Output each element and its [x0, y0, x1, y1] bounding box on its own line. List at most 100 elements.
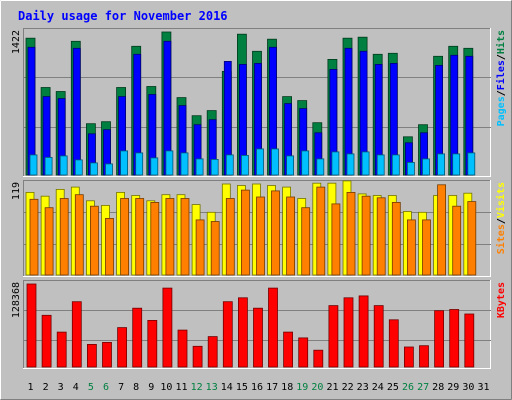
- x-tick-day-29: 29: [447, 382, 459, 393]
- bar-pages-day-14: [225, 154, 234, 176]
- bar-kbytes-day-18: [283, 331, 294, 368]
- bar-pages-day-2: [44, 156, 53, 176]
- x-tick-day-3: 3: [58, 382, 64, 393]
- bar-kbytes-day-17: [268, 287, 278, 368]
- legend-hits: Hits: [495, 30, 507, 54]
- panel-visits-sites: 119 Sites/Visits: [11, 180, 507, 277]
- bar-pages-day-15: [240, 154, 249, 176]
- bar-pages-day-12: [195, 158, 204, 176]
- bar-sites-day-2: [44, 207, 54, 276]
- x-tick-day-7: 7: [118, 382, 124, 393]
- bar-pages-day-11: [180, 152, 189, 176]
- x-tick-day-20: 20: [311, 382, 323, 393]
- bar-pages-day-20: [316, 158, 325, 176]
- bar-pages-day-18: [286, 155, 295, 176]
- bar-sites-day-16: [256, 196, 265, 276]
- bar-pages-day-30: [467, 152, 476, 176]
- bar-sites-day-25: [391, 201, 401, 276]
- bar-pages-day-26: [406, 161, 415, 176]
- panel-max-label: 128368: [11, 282, 22, 318]
- x-tick-day-22: 22: [342, 382, 354, 393]
- bar-kbytes-day-6: [102, 341, 112, 368]
- bar-sites-day-11: [180, 198, 190, 276]
- bar-sites-day-27: [422, 219, 431, 276]
- panel-legend: KBytes: [496, 282, 507, 318]
- bar-pages-day-25: [391, 154, 400, 176]
- bar-pages-day-19: [301, 150, 310, 176]
- bar-kbytes-day-9: [147, 319, 158, 368]
- bar-pages-day-28: [437, 153, 446, 176]
- panel-kbytes: 128368 KBytes: [11, 280, 507, 369]
- bar-files-day-4: [72, 47, 81, 176]
- bar-kbytes-day-19: [298, 337, 309, 368]
- legend-pages: Pages: [496, 96, 507, 126]
- bar-sites-day-6: [105, 217, 114, 276]
- bar-sites-day-21: [331, 203, 341, 276]
- bar-kbytes-day-11: [177, 329, 188, 368]
- legend-separator: /: [496, 218, 507, 224]
- bar-sites-day-28: [437, 184, 447, 276]
- legend-files: Files: [495, 60, 507, 90]
- x-tick-day-19: 19: [296, 382, 308, 393]
- bar-sites-day-24: [376, 197, 386, 276]
- bar-kbytes-day-29: [449, 309, 460, 368]
- bar-kbytes-day-24: [373, 305, 384, 368]
- bar-sites-day-20: [316, 186, 326, 276]
- x-tick-day-16: 16: [251, 382, 263, 393]
- x-tick-day-8: 8: [133, 382, 139, 393]
- x-tick-day-4: 4: [73, 382, 79, 393]
- chart-title: Daily usage for November 2016: [18, 9, 228, 23]
- bar-kbytes-day-22: [343, 297, 354, 368]
- bar-kbytes-day-23: [358, 295, 369, 368]
- bar-pages-day-27: [422, 158, 430, 176]
- bar-sites-day-14: [225, 198, 235, 276]
- bar-kbytes-day-8: [132, 307, 143, 368]
- x-tick-day-17: 17: [266, 382, 278, 393]
- panel-legend: Pages/Files/Hits: [495, 30, 507, 126]
- bar-pages-day-7: [120, 150, 128, 176]
- panel-legend: Sites/Visits: [495, 182, 507, 254]
- bar-kbytes-day-30: [464, 313, 475, 368]
- bar-kbytes-day-14: [222, 301, 233, 368]
- legend-separator: /: [496, 90, 507, 96]
- bar-kbytes-day-7: [117, 327, 127, 368]
- x-tick-day-15: 15: [236, 382, 248, 393]
- bar-pages-day-4: [74, 159, 83, 176]
- x-tick-day-28: 28: [432, 382, 444, 393]
- x-tick-day-5: 5: [88, 382, 94, 393]
- panel-max-label: 1422: [11, 30, 22, 54]
- bar-pages-day-23: [361, 151, 370, 176]
- bar-sites-day-7: [120, 198, 129, 276]
- bar-sites-day-5: [90, 205, 99, 276]
- bar-sites-day-1: [29, 198, 39, 276]
- bar-kbytes-day-10: [162, 287, 173, 368]
- x-tick-day-10: 10: [160, 382, 172, 393]
- bar-kbytes-day-16: [253, 307, 263, 368]
- x-tick-day-18: 18: [281, 382, 293, 393]
- bar-sites-day-12: [195, 219, 205, 276]
- bar-kbytes-day-20: [313, 349, 324, 368]
- bar-sites-day-17: [271, 190, 280, 276]
- bar-sites-day-13: [210, 221, 220, 276]
- bar-sites-day-15: [240, 189, 250, 276]
- bar-sites-day-8: [135, 198, 145, 276]
- bar-pages-day-21: [331, 151, 340, 176]
- bar-kbytes-day-13: [207, 336, 218, 368]
- x-tick-day-23: 23: [357, 382, 369, 393]
- bar-kbytes-day-26: [403, 346, 414, 368]
- bar-kbytes-day-4: [71, 301, 82, 368]
- bar-kbytes-day-12: [192, 345, 203, 368]
- bar-kbytes-day-25: [388, 319, 399, 368]
- bar-kbytes-day-27: [419, 345, 429, 368]
- bar-kbytes-day-15: [237, 297, 248, 368]
- bar-pages-day-29: [452, 153, 461, 176]
- x-tick-day-9: 9: [148, 382, 154, 393]
- x-tick-day-6: 6: [103, 382, 109, 393]
- bar-kbytes-day-1: [26, 283, 37, 368]
- bar-pages-day-9: [150, 157, 159, 176]
- bar-pages-day-13: [210, 158, 219, 176]
- bar-sites-day-9: [150, 201, 160, 276]
- bar-sites-day-22: [346, 191, 356, 276]
